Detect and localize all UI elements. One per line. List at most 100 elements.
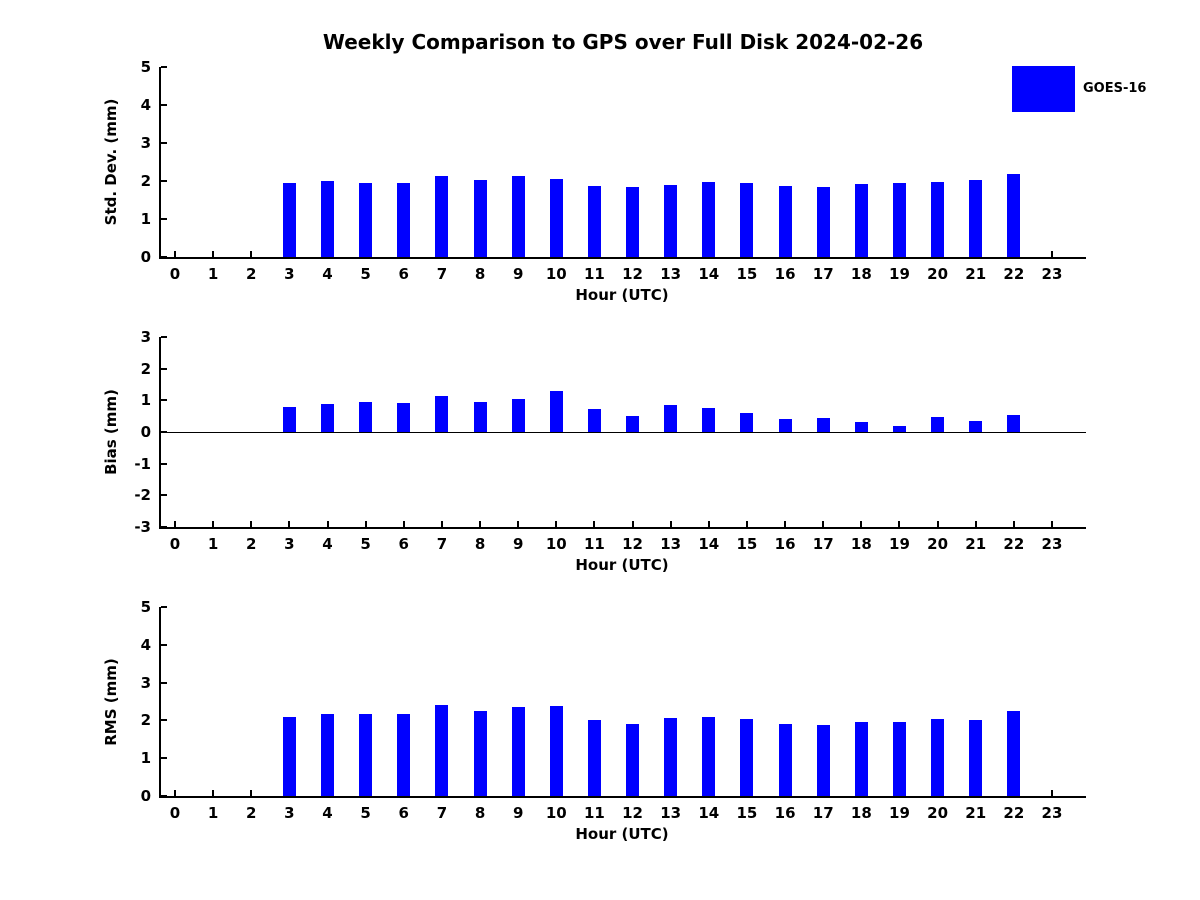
x-tick (1050, 521, 1053, 527)
x-tick-label: 16 (774, 535, 796, 553)
bar-hour-7 (435, 705, 449, 796)
x-tick-label: 17 (812, 804, 834, 822)
x-tick-label: 18 (850, 535, 872, 553)
x-axis-spine (159, 257, 1086, 259)
x-tick-label: 22 (1003, 804, 1025, 822)
bar-hour-19 (892, 425, 906, 432)
chart-title: Weekly Comparison to GPS over Full Disk … (322, 30, 924, 54)
x-tick-label: 6 (398, 265, 409, 283)
x-tick-label: 1 (207, 265, 219, 283)
x-tick (860, 790, 863, 796)
x-tick-label: 5 (360, 804, 371, 822)
x-tick (860, 251, 863, 257)
x-tick-label: 18 (850, 804, 872, 822)
bar-hour-9 (511, 176, 525, 257)
x-tick (250, 251, 253, 257)
x-axis-label: Hour (UTC) (575, 825, 669, 843)
bar-hour-21 (969, 180, 983, 257)
bar-hour-7 (435, 176, 449, 257)
x-tick-label: 8 (474, 535, 486, 553)
y-axis-spine (159, 607, 161, 798)
x-tick (745, 251, 748, 257)
x-tick-label: 20 (927, 265, 949, 283)
x-tick-label: 4 (322, 535, 333, 553)
bar-hour-12 (626, 724, 640, 796)
x-tick (974, 251, 977, 257)
bar-hour-14 (702, 716, 716, 796)
y-axis-label: Bias (mm) (102, 389, 120, 475)
y-tick (161, 104, 167, 106)
bar-hour-3 (282, 716, 296, 796)
y-axis-label: Std. Dev. (mm) (102, 98, 120, 226)
bar-hour-8 (473, 180, 487, 257)
bar-hour-5 (359, 401, 373, 432)
bar-hour-9 (511, 398, 525, 432)
x-tick (517, 251, 520, 257)
x-tick-label: 3 (284, 535, 295, 553)
x-tick-label: 13 (660, 265, 682, 283)
x-tick (745, 521, 748, 527)
y-tick (161, 644, 167, 646)
x-tick (479, 251, 482, 257)
x-tick-label: 8 (474, 265, 486, 283)
x-axis-label: Hour (UTC) (575, 286, 669, 304)
x-tick-label: 14 (698, 535, 720, 553)
x-tick (364, 790, 367, 796)
x-tick-label: 5 (360, 535, 371, 553)
x-tick (822, 790, 825, 796)
x-tick-label: 0 (169, 535, 181, 553)
x-tick-label: 8 (474, 804, 486, 822)
bar-hour-11 (587, 408, 601, 432)
x-tick-label: 22 (1003, 265, 1025, 283)
bar-hour-16 (778, 418, 792, 432)
bar-hour-9 (511, 706, 525, 796)
x-tick (174, 521, 176, 527)
bar-hour-20 (931, 718, 945, 796)
y-tick-label: -1 (134, 455, 151, 473)
x-tick (364, 251, 367, 257)
x-tick (288, 251, 291, 257)
bar-hour-11 (587, 719, 601, 796)
bar-hour-16 (778, 723, 792, 796)
y-tick-label: 3 (140, 328, 151, 346)
x-tick (402, 521, 405, 527)
x-tick-label: 20 (927, 804, 949, 822)
bar-hour-3 (282, 406, 296, 432)
x-tick (1012, 790, 1015, 796)
bar-hour-18 (854, 184, 868, 257)
x-tick (898, 521, 901, 527)
x-tick (936, 521, 939, 527)
y-tick (161, 66, 167, 68)
x-tick (669, 521, 672, 527)
y-axis-spine (159, 337, 161, 529)
y-tick (161, 256, 167, 258)
y-tick (161, 431, 167, 433)
x-tick (974, 521, 977, 527)
bar-hour-4 (321, 181, 335, 257)
x-tick (479, 790, 482, 796)
bar-hour-21 (969, 420, 983, 432)
y-tick (161, 526, 167, 528)
x-tick-label: 12 (622, 804, 643, 822)
x-tick (402, 790, 405, 796)
x-tick-label: 0 (169, 265, 181, 283)
x-tick (631, 521, 634, 527)
x-tick (936, 790, 939, 796)
x-tick (669, 790, 672, 796)
x-tick (326, 521, 329, 527)
bar-hour-6 (397, 402, 411, 432)
x-tick (174, 790, 176, 796)
x-tick-label: 19 (889, 804, 910, 822)
x-tick-label: 23 (1041, 804, 1063, 822)
y-tick-label: 0 (140, 787, 151, 805)
x-tick-label: 3 (284, 804, 295, 822)
x-tick (822, 521, 825, 527)
x-tick-label: 5 (360, 265, 371, 283)
bar-hour-11 (587, 185, 601, 257)
x-tick-label: 2 (246, 804, 257, 822)
x-tick (555, 251, 558, 257)
y-tick-label: -3 (134, 518, 151, 536)
x-tick-label: 1 (207, 804, 219, 822)
x-tick-label: 17 (812, 265, 834, 283)
